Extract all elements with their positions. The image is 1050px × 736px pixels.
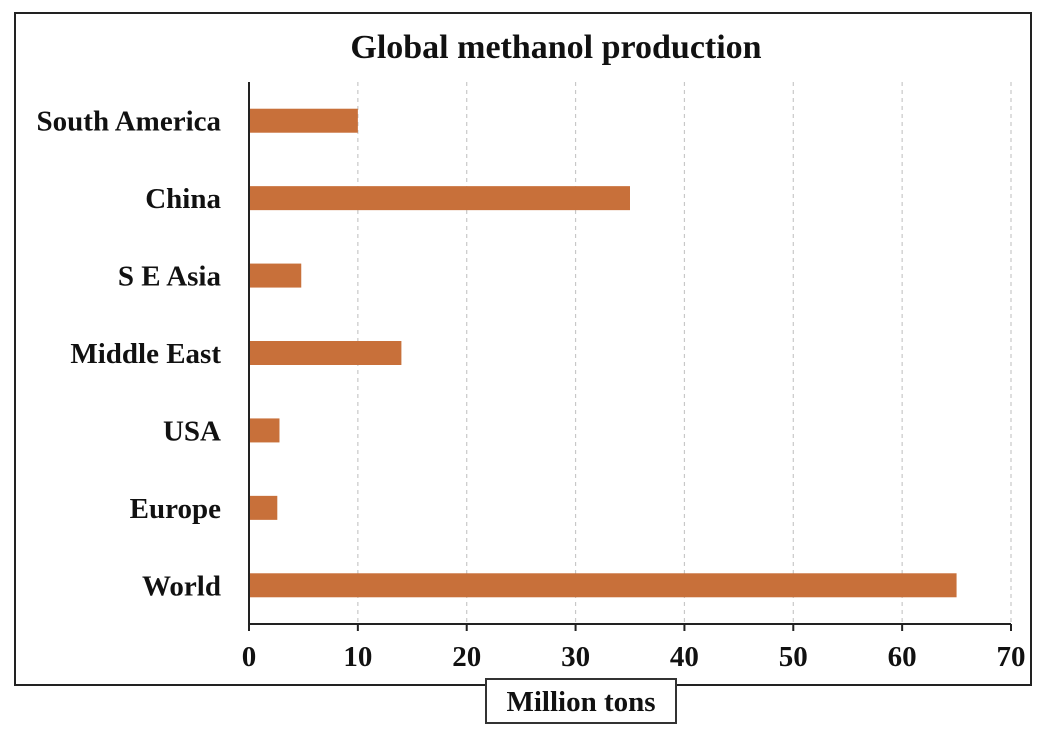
category-label-china: China: [145, 183, 221, 215]
bar-china: [250, 186, 630, 211]
gridlines: [357, 82, 1012, 624]
x-tick-label-0: 0: [242, 641, 257, 673]
bar-middle-east: [250, 341, 402, 365]
x-tick-labels: 0 10 20 30 40 50 60 70: [242, 641, 1026, 673]
category-label-s-e-asia: S E Asia: [118, 261, 222, 293]
x-axis-label-box: Million tons: [485, 678, 677, 724]
x-axis-label-frame: [485, 678, 677, 724]
axes: [248, 82, 1012, 631]
category-labels: South America China S E Asia Middle East USA…: [37, 106, 222, 603]
bar-usa: [250, 418, 280, 443]
bars: [250, 108, 957, 598]
category-label-middle-east: Middle East: [70, 338, 221, 370]
category-label-usa: USA: [163, 415, 221, 447]
x-tick-label-10: 10: [343, 641, 372, 673]
x-tick-label-20: 20: [452, 641, 481, 673]
x-tick-label-70: 70: [997, 641, 1026, 673]
x-axis-label: Million tons: [506, 686, 655, 718]
bar-world: [250, 573, 957, 598]
category-label-europe: Europe: [130, 493, 221, 525]
x-tick-label-40: 40: [670, 641, 699, 673]
bar-s-e-asia: [250, 263, 302, 288]
x-tick-label-60: 60: [888, 641, 917, 673]
bar-south-america: [250, 108, 358, 133]
x-tick-label-30: 30: [561, 641, 590, 673]
x-tick-label-50: 50: [779, 641, 808, 673]
bar-europe: [250, 495, 278, 520]
category-label-south-america: South America: [37, 106, 222, 138]
chart-title: Global methanol production: [350, 29, 761, 66]
category-label-world: World: [142, 570, 221, 602]
